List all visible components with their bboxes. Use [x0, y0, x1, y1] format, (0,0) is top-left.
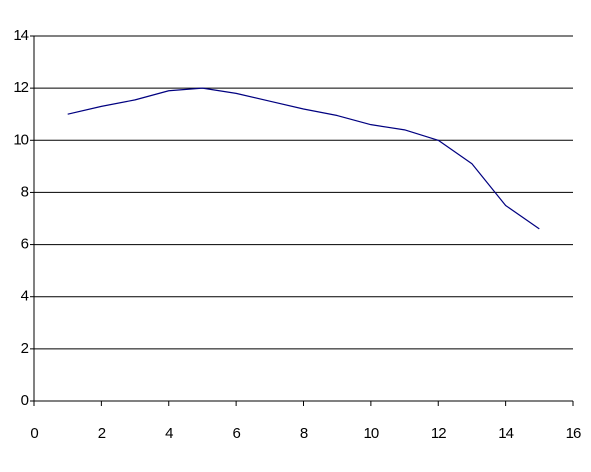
y-tick-label: 4	[21, 288, 29, 305]
y-tick-label: 10	[13, 131, 28, 148]
x-tick-label: 12	[431, 425, 446, 442]
x-tick-label: 4	[165, 425, 173, 442]
x-tick-label: 0	[30, 425, 38, 442]
x-tick-label: 14	[498, 425, 513, 442]
x-tick-label: 16	[566, 425, 581, 442]
line	[67, 87, 540, 230]
x-tick-label: 6	[232, 425, 240, 442]
x-tick-label: 10	[364, 425, 379, 442]
x-tick-label: 2	[98, 425, 106, 442]
y-tick-label: 14	[13, 27, 28, 44]
y-tick-label: 6	[21, 236, 29, 253]
y-tick-label: 2	[21, 340, 29, 357]
y-tick-label: 8	[21, 183, 29, 200]
y-tick-label: 0	[21, 392, 29, 409]
y-tick-label: 12	[13, 79, 28, 96]
x-tick-label: 8	[300, 425, 308, 442]
